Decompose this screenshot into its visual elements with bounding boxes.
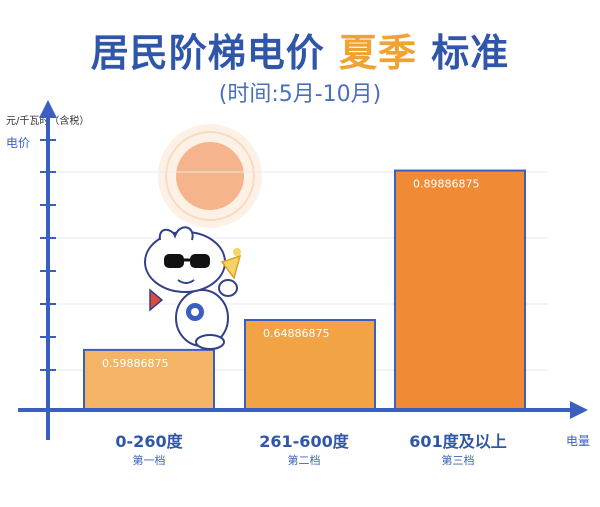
category-label-2: 261-600度	[259, 432, 349, 451]
category-label-3: 601度及以上	[409, 432, 507, 451]
mascot-illustration	[144, 226, 242, 350]
x-axis-arrow-icon	[570, 401, 588, 419]
axes	[18, 100, 588, 440]
bar-3	[394, 169, 526, 410]
y-axis-arrow-icon	[39, 100, 57, 118]
tier-label-3: 第三档	[441, 454, 475, 467]
y-axis-label: 电价	[6, 136, 31, 150]
page-subtitle: (时间:5月-10月)	[218, 82, 382, 107]
title-part-1: 居民阶梯电价	[90, 31, 325, 75]
value-label-2: 0.64886875	[263, 327, 329, 340]
x-axis-label: 电量	[566, 434, 591, 448]
value-label-1: 0.59886875	[102, 357, 168, 370]
sun-icon	[158, 124, 262, 228]
title-part-2: 标准	[431, 31, 510, 75]
tier-label-2: 第二档	[287, 454, 321, 467]
tier-label-1: 第一档	[132, 454, 166, 467]
page-title: 居民阶梯电价 夏季 标准	[0, 22, 600, 77]
value-labels: 0.59886875 0.64886875 0.89886875	[102, 178, 479, 370]
bars-group	[83, 169, 526, 411]
bar-2	[244, 319, 376, 411]
bar-1	[83, 348, 215, 411]
title-highlight: 夏季	[338, 31, 417, 75]
value-label-3: 0.89886875	[413, 178, 479, 191]
category-label-1: 0-260度	[115, 432, 183, 451]
